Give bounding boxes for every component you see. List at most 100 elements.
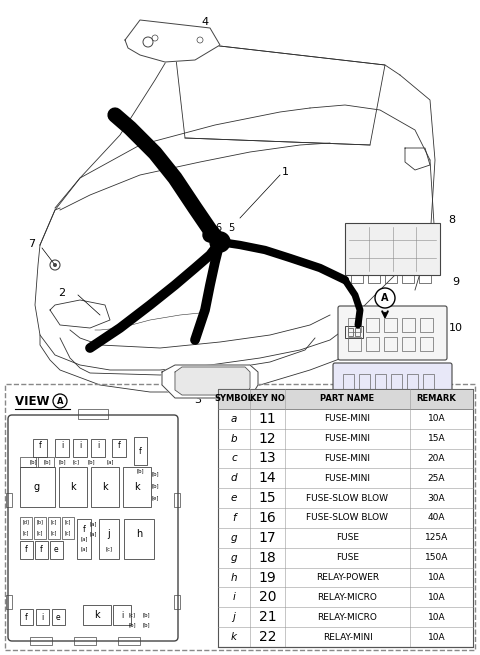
Bar	[348, 328, 353, 336]
Text: 5: 5	[228, 223, 234, 233]
Bar	[391, 374, 402, 394]
Text: g: g	[34, 482, 40, 492]
Text: c: c	[231, 453, 237, 464]
Text: [c]: [c]	[65, 531, 71, 536]
Text: f: f	[139, 447, 142, 455]
Text: RELAY-POWER: RELAY-POWER	[316, 573, 379, 582]
Text: h: h	[231, 572, 237, 582]
Text: [c]: [c]	[51, 519, 57, 525]
Circle shape	[53, 263, 57, 267]
Bar	[345, 223, 440, 275]
Text: 20A: 20A	[428, 454, 445, 463]
Bar	[402, 318, 415, 332]
Bar	[118, 637, 140, 645]
Bar	[62, 517, 74, 539]
Text: k: k	[94, 610, 100, 620]
Bar	[355, 328, 360, 336]
Polygon shape	[175, 367, 250, 395]
Bar	[375, 374, 386, 394]
Circle shape	[203, 228, 217, 242]
Bar	[50, 541, 63, 559]
Text: REMARK: REMARK	[417, 394, 456, 403]
Bar	[20, 609, 33, 625]
Text: g: g	[231, 553, 237, 563]
Text: [b]: [b]	[87, 460, 95, 464]
Text: [b]: [b]	[58, 460, 66, 464]
Bar	[402, 337, 415, 351]
Text: A: A	[381, 293, 389, 303]
Bar	[83, 605, 111, 625]
Bar	[91, 439, 105, 457]
Text: 7: 7	[28, 239, 35, 249]
Circle shape	[53, 394, 67, 408]
Text: 10A: 10A	[428, 573, 445, 582]
Text: 6: 6	[215, 223, 221, 233]
Bar	[385, 275, 397, 283]
Text: e: e	[56, 612, 60, 622]
Bar	[423, 374, 434, 394]
Text: 17: 17	[259, 531, 276, 545]
FancyBboxPatch shape	[338, 306, 447, 360]
Text: [c]: [c]	[129, 612, 135, 618]
Text: 25A: 25A	[428, 474, 445, 483]
Bar	[30, 637, 52, 645]
Text: k: k	[134, 482, 140, 492]
Text: 125A: 125A	[425, 533, 448, 542]
Bar	[6, 595, 12, 609]
Text: i: i	[61, 441, 63, 449]
Bar	[74, 637, 96, 645]
Text: FUSE: FUSE	[336, 533, 359, 542]
Bar	[174, 493, 180, 507]
Text: 8: 8	[448, 215, 455, 225]
Bar	[20, 467, 55, 507]
Text: 15A: 15A	[428, 434, 445, 443]
Text: 30A: 30A	[428, 494, 445, 502]
Bar	[420, 337, 433, 351]
Text: k: k	[102, 482, 108, 492]
Bar	[35, 541, 48, 559]
Bar	[407, 374, 418, 394]
Text: [b]: [b]	[151, 471, 159, 476]
Text: d: d	[231, 474, 237, 483]
Text: RELAY-MICRO: RELAY-MICRO	[318, 593, 377, 602]
Text: VIEW: VIEW	[15, 395, 54, 408]
Bar	[77, 519, 91, 559]
Text: i: i	[97, 441, 99, 449]
Text: e: e	[231, 493, 237, 503]
Text: KEY NO: KEY NO	[250, 394, 285, 403]
Text: FUSE-SLOW BLOW: FUSE-SLOW BLOW	[307, 494, 388, 502]
Text: i: i	[41, 612, 43, 622]
Bar	[402, 275, 414, 283]
Bar	[36, 609, 49, 625]
Text: f: f	[38, 441, 41, 449]
Text: [b]: [b]	[36, 519, 43, 525]
Bar	[48, 517, 60, 539]
Text: 18: 18	[259, 551, 276, 565]
Bar	[59, 467, 87, 507]
Text: [b]: [b]	[142, 612, 150, 618]
Text: FUSE: FUSE	[336, 553, 359, 562]
Text: 10A: 10A	[428, 593, 445, 602]
Text: k: k	[231, 632, 237, 642]
Bar	[366, 337, 379, 351]
Bar	[174, 595, 180, 609]
Bar	[52, 609, 65, 625]
Text: g: g	[231, 533, 237, 543]
Bar	[33, 439, 47, 457]
Text: f: f	[40, 546, 42, 555]
Text: [c]: [c]	[37, 531, 43, 536]
Text: A: A	[57, 396, 63, 405]
Text: FUSE-MINI: FUSE-MINI	[324, 414, 371, 423]
Text: f: f	[24, 546, 27, 555]
Text: SYMBOL: SYMBOL	[215, 394, 253, 403]
Bar	[5, 384, 475, 650]
Text: [c]: [c]	[106, 546, 113, 552]
Text: 23: 23	[377, 315, 391, 325]
Bar	[20, 541, 33, 559]
Text: [c]: [c]	[23, 531, 29, 536]
Text: [a]: [a]	[89, 531, 97, 536]
Polygon shape	[125, 20, 220, 62]
Bar	[384, 337, 397, 351]
Bar	[55, 439, 69, 457]
Text: 2: 2	[58, 288, 65, 298]
